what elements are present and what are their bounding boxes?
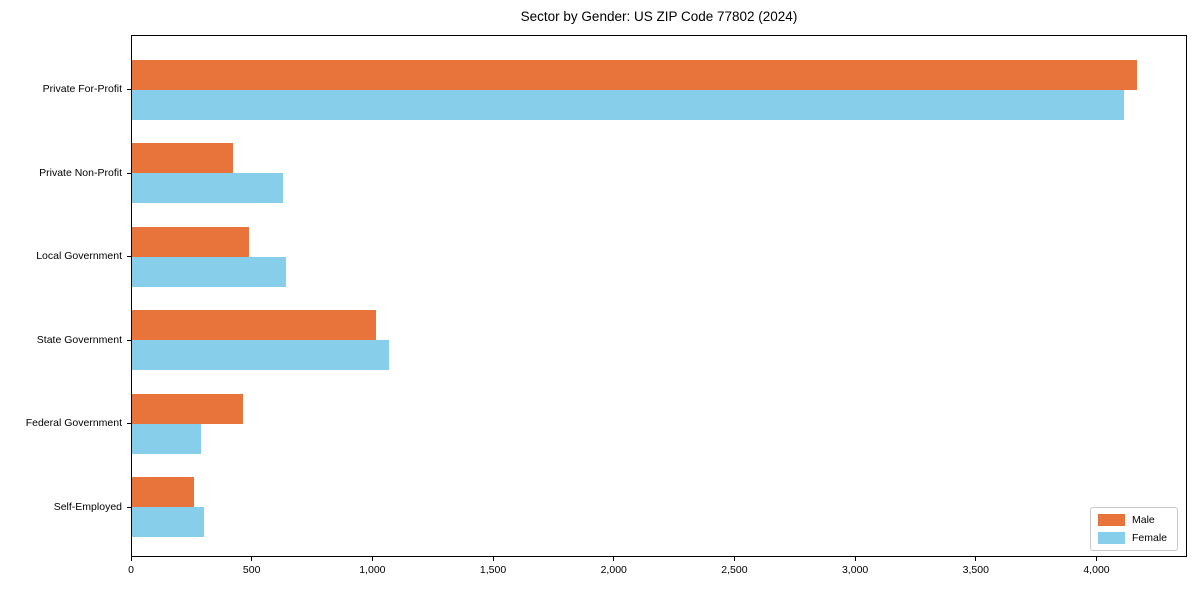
y-tick-label-private-for-profit: Private For-Profit [42, 83, 122, 95]
x-tick-mark [130, 557, 132, 561]
bar-male-private-non-profit [132, 143, 233, 173]
bar-male-local-government [132, 226, 249, 257]
bar-male-federal-government [132, 393, 243, 424]
y-tick-mark [127, 506, 131, 508]
y-tick-mark [127, 256, 131, 257]
legend-item-female: Female [1098, 532, 1167, 544]
y-tick-mark [127, 339, 131, 341]
legend-item-male: Male [1098, 514, 1167, 526]
x-tick-label-4-000: 4,000 [1083, 564, 1110, 576]
x-tick-label-2-500: 2,500 [721, 564, 748, 576]
y-tick-label-federal-government: Federal Government [25, 417, 122, 429]
x-tick-label-500: 500 [242, 564, 261, 576]
x-tick-label-3-000: 3,000 [841, 564, 869, 576]
x-tick-label-1-000: 1,000 [359, 564, 386, 576]
female-color-swatch [1098, 532, 1125, 544]
chart-title: Sector by Gender: US ZIP Code 77802 (202… [520, 9, 798, 24]
y-tick-label-local-government: Local Government [36, 250, 122, 262]
bar-female-private-for-profit [132, 89, 1124, 120]
bar-female-federal-government [132, 423, 201, 454]
bar-female-self-employed [132, 507, 204, 537]
legend-label-male: Male [1132, 514, 1155, 526]
x-tick-mark [975, 557, 977, 561]
x-tick-mark [1095, 557, 1097, 561]
bar-female-private-non-profit [132, 173, 283, 203]
x-tick-label-1-500: 1,500 [479, 564, 507, 576]
x-tick-mark [251, 557, 253, 561]
y-tick-label-state-government: State Government [36, 333, 122, 346]
male-color-swatch [1098, 514, 1125, 526]
x-tick-mark [733, 557, 735, 561]
y-tick-label-self-employed: Self-Employed [53, 500, 122, 513]
x-tick-label-2-000: 2,000 [600, 564, 627, 576]
y-tick-mark [127, 423, 131, 424]
legend: Male Female [1090, 507, 1179, 551]
y-tick-label-private-non-profit: Private Non-Profit [39, 166, 122, 179]
x-tick-mark [854, 557, 856, 561]
x-tick-mark [613, 557, 615, 561]
bar-male-private-for-profit [132, 59, 1137, 90]
legend-label-female: Female [1132, 532, 1168, 544]
bar-male-state-government [132, 310, 376, 340]
x-tick-mark [371, 557, 373, 561]
bar-female-local-government [132, 256, 286, 287]
y-tick-mark [127, 172, 131, 174]
x-tick-label-0: 0 [128, 564, 134, 576]
x-tick-label-3-500: 3,500 [962, 564, 989, 576]
y-tick-mark [127, 89, 131, 90]
bar-female-state-government [132, 340, 389, 370]
x-tick-mark [492, 557, 494, 561]
bar-male-self-employed [132, 477, 194, 507]
